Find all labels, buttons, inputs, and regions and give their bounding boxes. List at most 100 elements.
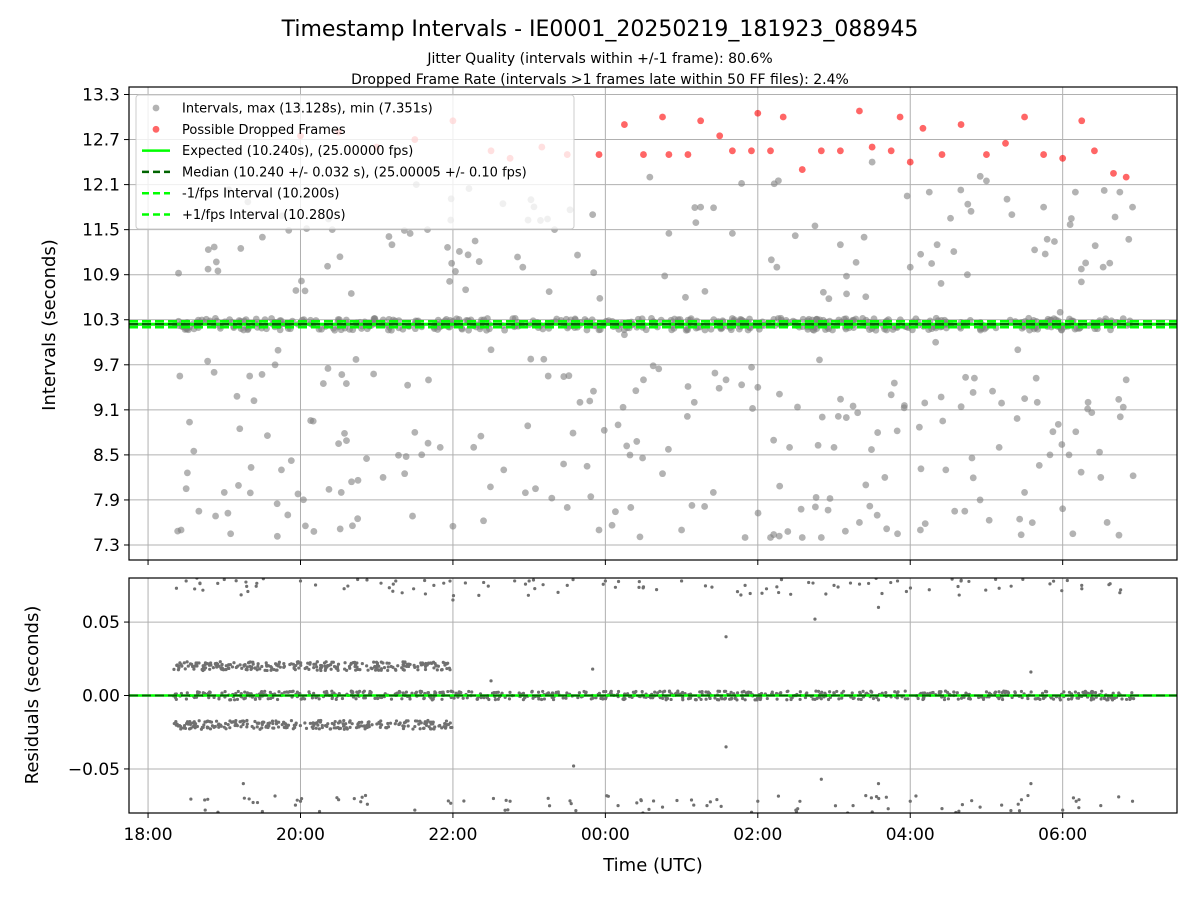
residual-point [601, 697, 605, 701]
dropped-frame-point [817, 147, 825, 155]
residual-point [220, 663, 224, 667]
residual-point [401, 724, 405, 728]
residual-point [360, 661, 364, 666]
interval-point [298, 277, 305, 285]
residual-point [295, 690, 299, 694]
residual-point [334, 697, 338, 701]
residual-point [207, 696, 211, 700]
residual-point [178, 724, 182, 728]
residual-point [326, 722, 330, 726]
chart-subtitle-jitter: Jitter Quality (intervals within +/-1 fr… [426, 51, 772, 67]
residual-point [329, 667, 333, 671]
residual-point [653, 690, 657, 694]
residual-point [387, 586, 391, 590]
residual-point [323, 664, 327, 668]
residual-point [908, 799, 912, 803]
residual-point [190, 664, 195, 669]
interval-point [872, 326, 880, 334]
residual-point [396, 664, 400, 668]
residual-point [753, 698, 757, 702]
residual-point [439, 668, 444, 672]
interval-point [220, 489, 228, 496]
residual-point [276, 725, 281, 729]
residual-point [533, 587, 537, 591]
interval-point [563, 504, 571, 511]
residual-point [807, 580, 811, 585]
residual-point [661, 696, 665, 701]
residual-point [244, 580, 248, 584]
residual-point [820, 690, 824, 694]
residual-point [395, 691, 399, 695]
x-tick-label: 22:00 [428, 825, 477, 845]
residual-point [851, 804, 855, 808]
residual-point [880, 691, 884, 695]
interval-point [1084, 398, 1092, 406]
residual-point [1020, 696, 1024, 700]
residual-point [438, 690, 442, 695]
interval-point [338, 371, 346, 378]
residual-point [297, 666, 301, 670]
interval-point [633, 438, 641, 445]
residual-point [386, 721, 390, 726]
interval-point [1084, 405, 1092, 413]
residual-point [341, 722, 345, 726]
interval-point [425, 376, 432, 384]
interval-point [811, 503, 819, 511]
residual-point [254, 584, 258, 588]
residual-point [218, 660, 222, 664]
residual-point [246, 589, 250, 594]
residual-point [813, 697, 817, 701]
residual-point [245, 584, 249, 588]
residual-point [786, 689, 790, 693]
residual-point [261, 720, 265, 724]
residual-point [253, 719, 257, 724]
residual-point [370, 667, 374, 671]
residual-point [895, 579, 900, 583]
residual-point [342, 587, 346, 591]
residual-point [245, 725, 249, 729]
residual-point [288, 662, 292, 667]
top-y-tick-label: 9.7 [93, 356, 120, 376]
interval-point [532, 485, 539, 493]
residual-point [556, 690, 560, 694]
residual-point [360, 720, 364, 724]
residual-point [1009, 808, 1013, 813]
residual-point [381, 661, 385, 665]
residual-point [1062, 690, 1066, 694]
residual-point [365, 664, 369, 668]
residual-point [665, 696, 670, 701]
dropped-frame-point [1091, 147, 1098, 155]
residual-point [708, 800, 712, 804]
interval-point [600, 426, 608, 434]
residual-point [537, 697, 541, 701]
interval-point [1099, 263, 1107, 271]
dropped-frame-point [779, 113, 787, 121]
residual-point [914, 794, 918, 798]
residual-point [251, 662, 255, 666]
residual-point [346, 584, 350, 588]
residual-point [1099, 804, 1103, 808]
top-y-tick-label: 10.3 [82, 311, 120, 331]
top-y-tick-label: 13.3 [82, 86, 120, 106]
residual-point [324, 660, 328, 664]
residual-point [994, 578, 998, 582]
interval-point [190, 447, 198, 455]
interval-point [862, 481, 870, 489]
interval-point [527, 355, 535, 363]
residual-point [348, 719, 352, 723]
residual-point [1099, 697, 1103, 701]
residual-point [315, 665, 319, 669]
residual-point [704, 697, 708, 701]
residual-point [337, 727, 341, 731]
interval-point [836, 241, 844, 249]
residual-point [943, 689, 948, 693]
residual-point [334, 726, 338, 730]
residual-point [348, 666, 352, 670]
residual-point [835, 689, 839, 694]
residual-point [188, 722, 193, 727]
residual-point [348, 725, 352, 729]
interval-point [776, 390, 783, 398]
residual-point [252, 726, 256, 730]
residual-point [957, 593, 961, 597]
interval-point [749, 405, 756, 412]
